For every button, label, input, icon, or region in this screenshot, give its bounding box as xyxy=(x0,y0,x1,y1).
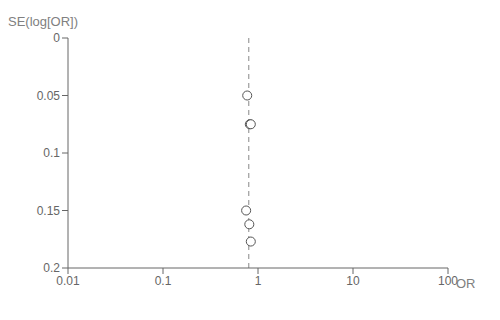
svg-text:0.01: 0.01 xyxy=(56,274,80,288)
svg-text:0.2: 0.2 xyxy=(43,261,60,275)
svg-text:SE(log[OR]): SE(log[OR]) xyxy=(8,14,78,29)
svg-text:0.15: 0.15 xyxy=(37,204,61,218)
svg-text:10: 10 xyxy=(346,274,360,288)
svg-text:0: 0 xyxy=(53,31,60,45)
svg-text:0.1: 0.1 xyxy=(155,274,172,288)
svg-text:OR: OR xyxy=(456,276,476,291)
svg-text:0.05: 0.05 xyxy=(37,89,61,103)
svg-text:1: 1 xyxy=(255,274,262,288)
svg-text:0.1: 0.1 xyxy=(43,146,60,160)
svg-text:100: 100 xyxy=(438,273,458,288)
